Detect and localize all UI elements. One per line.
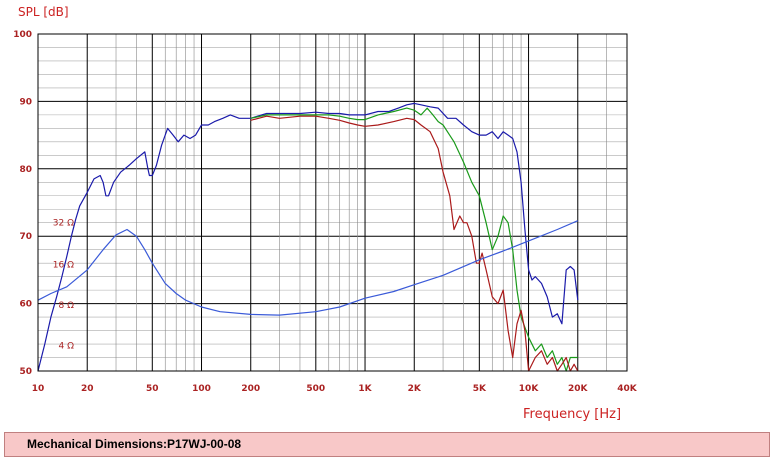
- y-tick-labels: 50 60 70 80 90 100: [13, 30, 32, 377]
- impedance-label: 16 Ω: [53, 261, 74, 271]
- mechanical-dimensions-caption: Mechanical Dimensions:P17WJ-00-08: [4, 432, 770, 457]
- x-tick-label: 20K: [568, 384, 589, 394]
- impedance-labels: 32 Ω 16 Ω 8 Ω 4 Ω: [53, 219, 74, 352]
- x-tick-label: 100: [192, 384, 211, 394]
- y-tick-label: 70: [19, 232, 32, 242]
- x-tick-label: 2K: [408, 384, 422, 394]
- x-tick-label: 10: [32, 384, 45, 394]
- plot-background: [38, 34, 627, 371]
- response-curves: [37, 102, 579, 372]
- series-line-3: [250, 115, 579, 372]
- x-tick-label: 40K: [617, 384, 638, 394]
- x-tick-label: 5K: [473, 384, 487, 394]
- impedance-label: 8 Ω: [59, 301, 75, 311]
- frequency-response-chart: 50 60 70 80 90 100 10 20 50 100 200 500 1K 2K 5K 10K 20…: [13, 5, 638, 422]
- series-line-1: [37, 102, 579, 372]
- series-line-2: [250, 107, 578, 372]
- x-tick-label: 20: [81, 384, 94, 394]
- plot-frame: [37, 33, 628, 372]
- impedance-label: 32 Ω: [53, 219, 74, 229]
- series-line-4: [37, 220, 579, 316]
- x-tick-label: 10K: [519, 384, 540, 394]
- y-tick-label: 50: [19, 367, 32, 377]
- x-tick-label: 200: [241, 384, 260, 394]
- y-axis-label: SPL [dB]: [18, 5, 69, 19]
- x-tick-label: 500: [306, 384, 325, 394]
- y-tick-label: 60: [19, 300, 32, 310]
- x-tick-labels: 10 20 50 100 200 500 1K 2K 5K 10K 20K 40K: [32, 384, 638, 394]
- impedance-label: 4 Ω: [59, 341, 75, 351]
- y-tick-label: 90: [19, 97, 32, 107]
- x-tick-label: 1K: [358, 384, 372, 394]
- x-axis-label: Frequency [Hz]: [523, 407, 621, 422]
- y-tick-label: 100: [13, 30, 32, 40]
- x-tick-label: 50: [146, 384, 159, 394]
- y-tick-label: 80: [19, 165, 32, 175]
